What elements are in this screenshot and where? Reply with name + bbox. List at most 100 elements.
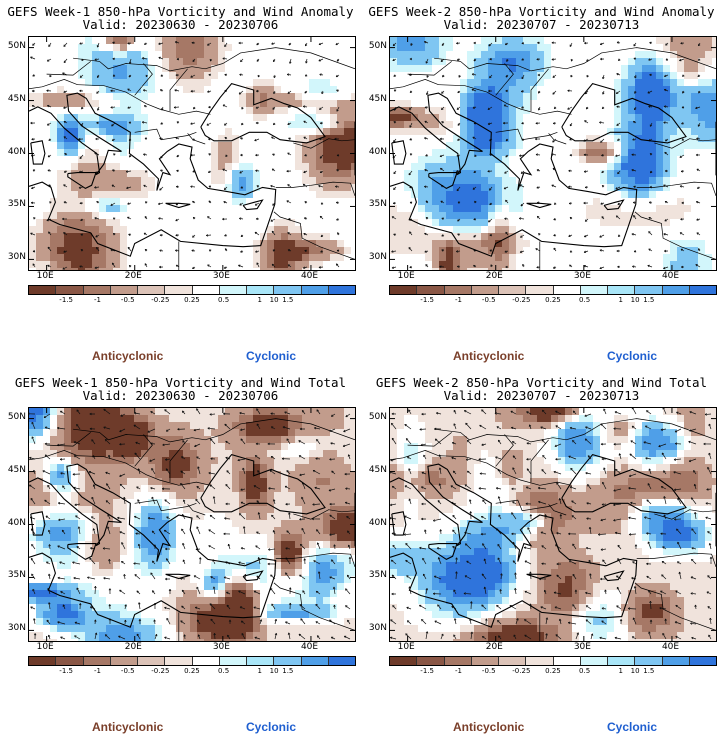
colorbar-tick-label: -0.5 — [481, 296, 496, 304]
colorbar-segment — [56, 657, 84, 665]
country-borders — [390, 47, 716, 270]
colorbar-segment — [29, 286, 57, 294]
colorbar-segment — [635, 286, 663, 294]
colorbar-segment — [553, 657, 581, 665]
map-frame — [28, 36, 356, 271]
colorbar-scale-label: 10 — [269, 296, 279, 304]
colorbar-tick-label: 1 — [618, 296, 624, 304]
latitude-label: 40N — [7, 517, 26, 528]
colorbar-segment — [165, 657, 193, 665]
latitude-label: 50N — [368, 411, 387, 422]
colorbar-segment — [83, 286, 111, 294]
latitude-label: 45N — [7, 464, 26, 475]
colorbar-segment — [390, 657, 418, 665]
latitude-label: 30N — [7, 252, 26, 263]
anticyclonic-label: Anticyclonic — [92, 720, 164, 734]
colorbar-segment — [192, 657, 220, 665]
wind-vectors — [30, 41, 340, 270]
colorbar-tick-label: 0.5 — [579, 296, 591, 304]
latitude-label: 30N — [368, 623, 387, 634]
map-frame — [389, 36, 717, 271]
panel-valid-dates: Valid: 20230630 - 20230706 — [82, 17, 279, 32]
colorbar-segment — [689, 657, 716, 665]
colorbar-segment — [219, 286, 247, 294]
colorbar-tick-label: 0.25 — [545, 667, 561, 675]
anticyclonic-label: Anticyclonic — [453, 349, 525, 363]
latitude-label: 35N — [7, 199, 26, 210]
colorbar-segment — [274, 286, 302, 294]
longitude-label: 40E — [300, 271, 319, 281]
cyclonic-label: Cyclonic — [246, 349, 297, 363]
colorbar-segment — [328, 657, 355, 665]
colorbar-tick-label: 0.5 — [579, 667, 591, 675]
coastlines — [390, 82, 716, 257]
colorbar-tick-label: 0.25 — [545, 296, 561, 304]
map-panel: GEFS Week-1 850-hPa Vorticity and Wind A… — [0, 0, 361, 371]
latitude-label: 35N — [368, 570, 387, 581]
coastlines — [29, 453, 355, 628]
longitude-label: 30E — [573, 642, 591, 652]
colorbar-segment — [110, 657, 138, 665]
colorbar-segment — [444, 286, 472, 294]
colorbar-tick-label: 1.5 — [282, 296, 294, 304]
latitude-label: 45N — [368, 93, 387, 104]
colorbar-segment — [247, 286, 275, 294]
colorbar-segment — [138, 657, 166, 665]
colorbar-tick-label: -1.5 — [420, 296, 434, 304]
colorbar-tick-label: -1 — [93, 667, 101, 675]
colorbar-segment — [138, 286, 166, 294]
panel-title: GEFS Week-2 850-hPa Vorticity and Wind A… — [368, 4, 715, 19]
colorbar-segment — [417, 286, 445, 294]
colorbar-segment — [499, 286, 527, 294]
colorbar-tick-label: -1.5 — [420, 667, 434, 675]
colorbar-segment — [580, 286, 608, 294]
cyclonic-label: Cyclonic — [607, 349, 658, 363]
colorbar-segment — [580, 657, 608, 665]
colorbar-scale-label: 10 — [630, 296, 640, 304]
panel-title: GEFS Week-1 850-hPa Vorticity and Wind A… — [7, 4, 354, 19]
vorticity-map — [390, 408, 716, 641]
anticyclonic-label: Anticyclonic — [92, 349, 164, 363]
panel-title: GEFS Week-1 850-hPa Vorticity and Wind T… — [14, 375, 347, 390]
latitude-label: 45N — [7, 93, 26, 104]
latitude-label: 50N — [7, 411, 26, 422]
latitude-label: 40N — [368, 146, 387, 157]
colorbar-tick-label: -0.25 — [151, 667, 170, 675]
longitude-label: 30E — [573, 271, 591, 281]
coastlines — [390, 453, 716, 628]
vorticity-map — [29, 408, 355, 641]
latitude-label: 30N — [368, 252, 387, 263]
colorbar-tick-label: -0.5 — [120, 667, 135, 675]
country-borders — [390, 418, 716, 641]
colorbar-tick-label: 0.5 — [218, 667, 230, 675]
colorbar — [28, 285, 356, 295]
wind-vectors — [390, 408, 713, 640]
colorbar-segment — [608, 286, 636, 294]
colorbar-segment — [301, 286, 329, 294]
coastlines — [29, 82, 355, 257]
latitude-label: 50N — [7, 40, 26, 51]
map-panel: GEFS Week-2 850-hPa Vorticity and Wind T… — [361, 371, 722, 742]
longitude-label: 30E — [212, 271, 230, 281]
colorbar-segment — [29, 657, 57, 665]
colorbar-segment — [192, 286, 220, 294]
colorbar-segment — [328, 286, 355, 294]
axis-ticks — [390, 37, 716, 270]
colorbar-tick-label: -1.5 — [59, 667, 73, 675]
colorbar-scale-label: 10 — [269, 667, 279, 675]
longitude-label: 20E — [485, 642, 503, 652]
colorbar-tick-label: -0.5 — [481, 667, 496, 675]
colorbar-tick-label: -1 — [454, 296, 462, 304]
colorbar-segment — [417, 657, 445, 665]
colorbar-segment — [662, 657, 690, 665]
longitude-label: 40E — [661, 642, 680, 652]
latitude-label: 40N — [7, 146, 26, 157]
longitude-label: 10E — [397, 642, 415, 652]
colorbar-tick-label: -0.25 — [512, 667, 531, 675]
colorbar-segment — [274, 657, 302, 665]
colorbar-tick-label: 1.5 — [282, 667, 294, 675]
latitude-label: 30N — [7, 623, 26, 634]
colorbar-tick-label: -0.25 — [512, 296, 531, 304]
map-panel: GEFS Week-2 850-hPa Vorticity and Wind A… — [361, 0, 722, 371]
colorbar-segment — [662, 286, 690, 294]
